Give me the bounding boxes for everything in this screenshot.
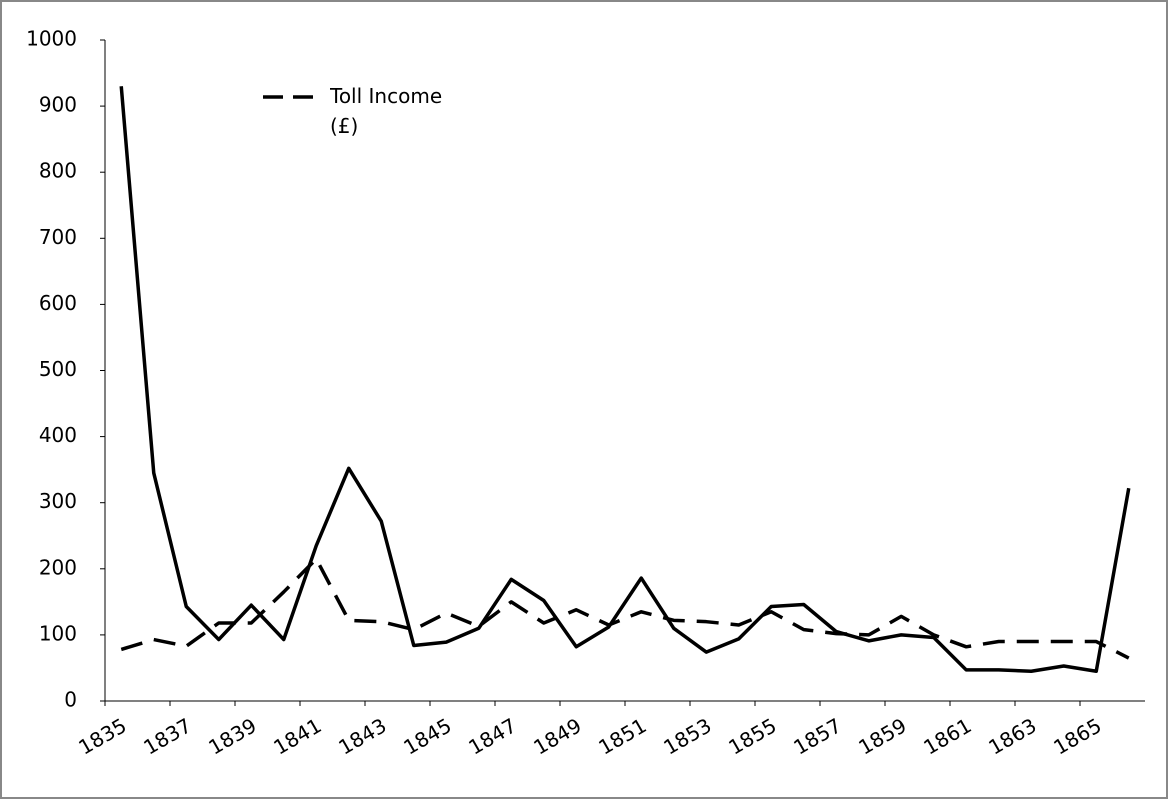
y-tick-label: 0 <box>64 688 77 712</box>
legend-label: Toll Income (£) <box>330 84 443 138</box>
y-tick-label: 500 <box>39 357 77 381</box>
line-series <box>119 86 1131 674</box>
y-tick-label: 100 <box>39 621 77 645</box>
legend-item: Toll Income (£) <box>330 84 443 138</box>
y-tick-label: 600 <box>39 291 77 315</box>
y-tick-label: 1000 <box>26 27 77 51</box>
y-tick-label: 800 <box>39 159 77 183</box>
line-series <box>120 557 1130 660</box>
y-tick-label: 200 <box>39 555 77 579</box>
y-tick-label: 900 <box>39 93 77 117</box>
y-tick-label: 700 <box>39 225 77 249</box>
y-tick-label: 300 <box>39 489 77 513</box>
y-tick-label: 400 <box>39 423 77 447</box>
